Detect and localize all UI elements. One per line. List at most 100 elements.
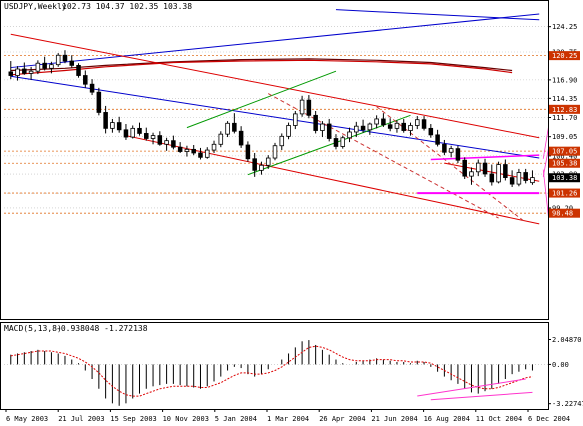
candle-body [313, 114, 318, 131]
candle-body [408, 125, 413, 131]
candle-body [62, 54, 68, 62]
candle-body [232, 122, 237, 132]
candle-body [475, 162, 481, 173]
price-level-label: 105.38 [552, 160, 577, 168]
candle-body [238, 130, 244, 146]
candle-body [69, 60, 75, 66]
price-tick-label: 99.20 [552, 204, 573, 212]
candle-body [265, 157, 271, 166]
macd-tick-label: 0.00 [552, 361, 569, 369]
macd-tick-label: -3.22747 [552, 400, 583, 408]
price-tick-label: 114.35 [552, 95, 577, 103]
price-level-badge [549, 188, 580, 198]
candle-body [191, 148, 196, 154]
candle-body [49, 64, 54, 69]
candle-body [76, 64, 81, 76]
x-tick-label: 10 Nov 2003 [163, 415, 209, 423]
candle-body [394, 122, 400, 129]
x-tick-label: 1 Mar 2004 [267, 415, 309, 423]
price-level-badge [549, 173, 580, 183]
price-level-label: 103.38 [552, 174, 577, 182]
price-pane-title: USDJPY,Weekly [4, 2, 67, 11]
price-pane-frame [0, 0, 549, 320]
candle-body [15, 68, 20, 76]
candle-body [272, 145, 278, 159]
price-level-badge [549, 104, 580, 114]
candle-body [354, 125, 359, 133]
price-level-label: 101.26 [552, 190, 577, 198]
candle-body [89, 83, 95, 93]
macd-tick-label: 2.04870 [552, 336, 582, 344]
trendline [335, 9, 540, 21]
candle-body [204, 149, 210, 158]
candle-body [225, 122, 230, 135]
macd-signal-line [10, 345, 533, 397]
x-tick-label: 21 Jul 2003 [58, 415, 104, 423]
candle-body [28, 70, 34, 74]
x-tick-label: 15 Sep 2003 [110, 415, 156, 423]
x-tick-label: 26 Apr 2004 [319, 415, 365, 423]
macd-pane-values: -0.938048 -1.272138 [56, 324, 148, 333]
price-level-label: 120.25 [552, 52, 577, 60]
candle-body [177, 146, 183, 152]
candle-body [306, 99, 312, 116]
moving-average-line [10, 59, 513, 76]
candle-body [55, 54, 61, 66]
candle-body [516, 172, 522, 185]
candle-body [523, 172, 528, 181]
candle-body [421, 119, 427, 129]
candle-body [428, 127, 434, 136]
candle-body [279, 135, 285, 147]
candle-body [340, 137, 346, 147]
candle-body [415, 119, 420, 126]
candle-body [103, 112, 108, 129]
candle-body [35, 62, 41, 72]
price-level-badge [549, 208, 580, 218]
candle-body [448, 148, 454, 153]
price-level-badge [549, 158, 580, 168]
candle-body [442, 143, 447, 153]
trendline [430, 154, 540, 161]
candle-body [286, 125, 291, 137]
x-tick-label: 11 Oct 2004 [476, 415, 522, 423]
candle-body [211, 143, 217, 151]
candle-body [130, 127, 135, 138]
x-tick-label: 6 May 2003 [6, 415, 48, 423]
candle-body [22, 68, 27, 74]
candle-body [123, 129, 129, 138]
candle-body [83, 75, 88, 85]
x-tick-label: 16 Aug 2004 [424, 415, 470, 423]
price-tick-label: 109.05 [552, 133, 577, 141]
trendline [186, 70, 337, 129]
candle-body [150, 135, 156, 139]
price-level-label: 98.48 [552, 210, 573, 218]
candle-body [96, 91, 102, 113]
forecast-arrow [542, 169, 548, 217]
forecast-arrow [542, 148, 548, 177]
macd-pane-frame [0, 322, 549, 410]
candle-body [218, 133, 224, 145]
macd-pane-title: MACD(5,13,8) [4, 324, 62, 333]
candle-body [469, 171, 474, 177]
candle-body [509, 177, 515, 185]
candle-body [455, 148, 461, 161]
candle-body [259, 164, 264, 171]
candle-body [496, 164, 501, 183]
candle-body [164, 140, 169, 145]
candle-body [435, 134, 440, 145]
candle-body [387, 124, 393, 129]
candle-body [489, 173, 495, 183]
candle-body [347, 131, 352, 139]
forecast-arrow [542, 127, 548, 159]
x-tick-label: 6 Dec 2004 [528, 415, 570, 423]
candle-body [144, 133, 149, 139]
candle-body [320, 123, 325, 131]
candle-body [293, 113, 298, 126]
candle-body [42, 62, 47, 69]
price-tick-label: 124.25 [552, 23, 577, 31]
macd-trendline [430, 391, 533, 401]
price-level-badge [549, 146, 580, 156]
trendline [10, 33, 540, 139]
